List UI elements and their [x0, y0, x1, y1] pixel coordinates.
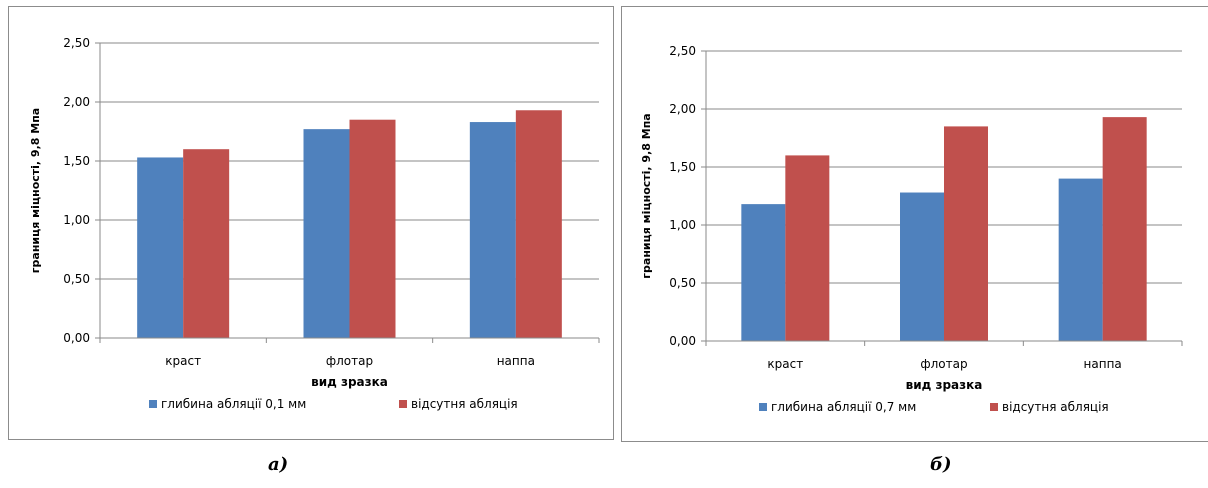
- bar-ablation-2: [469, 122, 516, 338]
- x-tick-label: краст: [165, 354, 201, 368]
- bar-no-ablation-1: [944, 126, 988, 342]
- bar-ablation-1: [303, 129, 350, 338]
- y-tick-label: 2,50: [63, 36, 90, 50]
- y-axis-label: границя міцності, 9,8 Мпа: [640, 113, 653, 278]
- y-tick-label: 0,00: [63, 331, 90, 345]
- y-tick-label: 0,50: [669, 276, 696, 290]
- chart-b: 0,00 0,50 1,00 1,50 2,00 2,50 краст флотар наппа…: [621, 6, 1208, 442]
- bar-no-ablation-2: [1102, 117, 1147, 342]
- x-tick-label: наппа: [1084, 357, 1122, 371]
- bar-ablation-1: [900, 192, 944, 341]
- x-tick-label: наппа: [497, 354, 535, 368]
- chart-a-svg: 0,00 0,50 1,00 1,50 2,00 2,50 краст флотар наппа…: [29, 36, 600, 411]
- legend-swatch-1: [990, 403, 998, 411]
- legend-label-1: відсутня абляція: [411, 397, 518, 411]
- x-tick-label: флотар: [326, 354, 373, 368]
- y-tick-label: 2,00: [63, 95, 90, 109]
- bar-no-ablation-0: [785, 155, 830, 341]
- y-tick-label: 2,00: [669, 102, 696, 116]
- x-axis-label: вид зразка: [311, 375, 388, 389]
- legend-label-0: глибина абляції 0,1 мм: [161, 397, 306, 411]
- y-tick-label: 0,50: [63, 272, 90, 286]
- y-tick-label: 1,00: [63, 213, 90, 227]
- chart-b-svg: 0,00 0,50 1,00 1,50 2,00 2,50 краст флотар наппа…: [640, 44, 1183, 414]
- bar-ablation-2: [1058, 178, 1103, 341]
- y-tick-label: 1,00: [669, 218, 696, 232]
- x-tick-label: флотар: [920, 357, 967, 371]
- x-axis-label: вид зразка: [906, 378, 983, 392]
- legend-label-1: відсутня абляція: [1002, 400, 1109, 414]
- y-tick-label: 1,50: [669, 160, 696, 174]
- caption-a: а): [268, 454, 289, 475]
- legend-swatch-0: [149, 400, 157, 408]
- y-tick-label: 1,50: [63, 154, 90, 168]
- y-axis-label: границя міцності, 9,8 Мпа: [29, 108, 42, 273]
- bar-no-ablation-2: [515, 110, 562, 338]
- legend-swatch-1: [399, 400, 407, 408]
- y-tick-label: 2,50: [669, 44, 696, 58]
- legend-swatch-0: [759, 403, 767, 411]
- bar-no-ablation-1: [349, 119, 396, 338]
- bar-ablation-0: [741, 204, 786, 341]
- bar-ablation-0: [137, 157, 184, 338]
- y-tick-label: 0,00: [669, 334, 696, 348]
- bar-no-ablation-0: [183, 149, 230, 338]
- x-tick-label: краст: [767, 357, 803, 371]
- legend-label-0: глибина абляції 0,7 мм: [771, 400, 916, 414]
- chart-a: 0,00 0,50 1,00 1,50 2,00 2,50 краст флотар наппа…: [8, 6, 614, 440]
- caption-b: б): [930, 454, 952, 475]
